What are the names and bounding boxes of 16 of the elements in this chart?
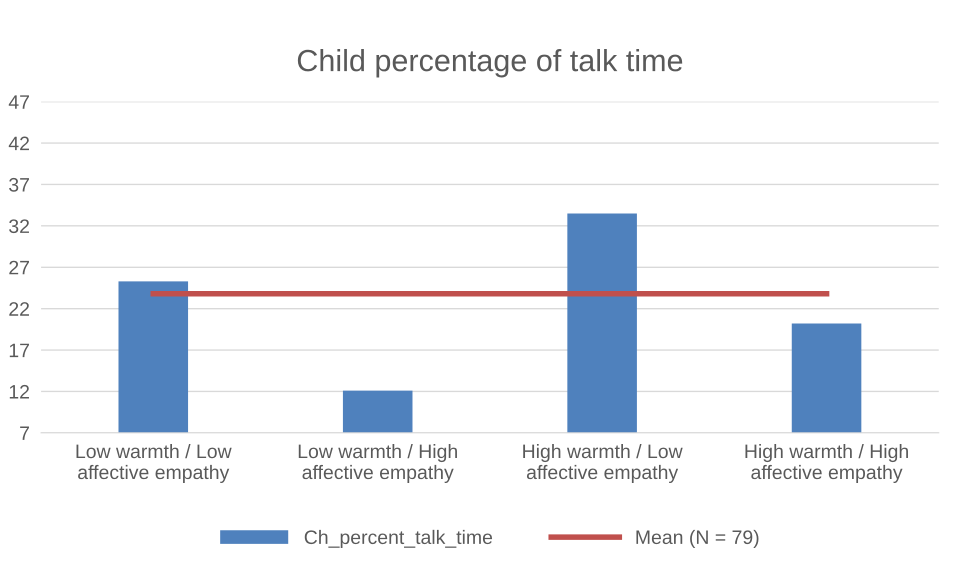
y-tick-label: 22 xyxy=(9,302,29,316)
y-tick-label: 7 xyxy=(20,426,29,440)
y-tick-label: 27 xyxy=(9,260,29,274)
y-tick-label: 17 xyxy=(10,344,29,358)
y-tick-label: 37 xyxy=(9,178,29,192)
y-tick-label: 12 xyxy=(10,384,29,398)
x-tick-label: High warmth / High affective empathy xyxy=(745,444,908,484)
x-tick-label: Low warmth / High affective empathy xyxy=(298,444,457,484)
legend-label: Ch_percent_talk_time xyxy=(304,530,492,548)
y-tick-label: 47 xyxy=(8,95,29,109)
legend-label: Mean (N = 79) xyxy=(636,530,758,548)
x-tick-label: Low warmth / Low affective empathy xyxy=(76,444,232,484)
chart-title: Child percentage of talk time xyxy=(298,48,682,78)
y-tick-label: 42 xyxy=(8,136,29,150)
y-tick-label: 32 xyxy=(9,219,29,234)
x-tick-label: High warmth / Low affective empathy xyxy=(523,444,683,484)
